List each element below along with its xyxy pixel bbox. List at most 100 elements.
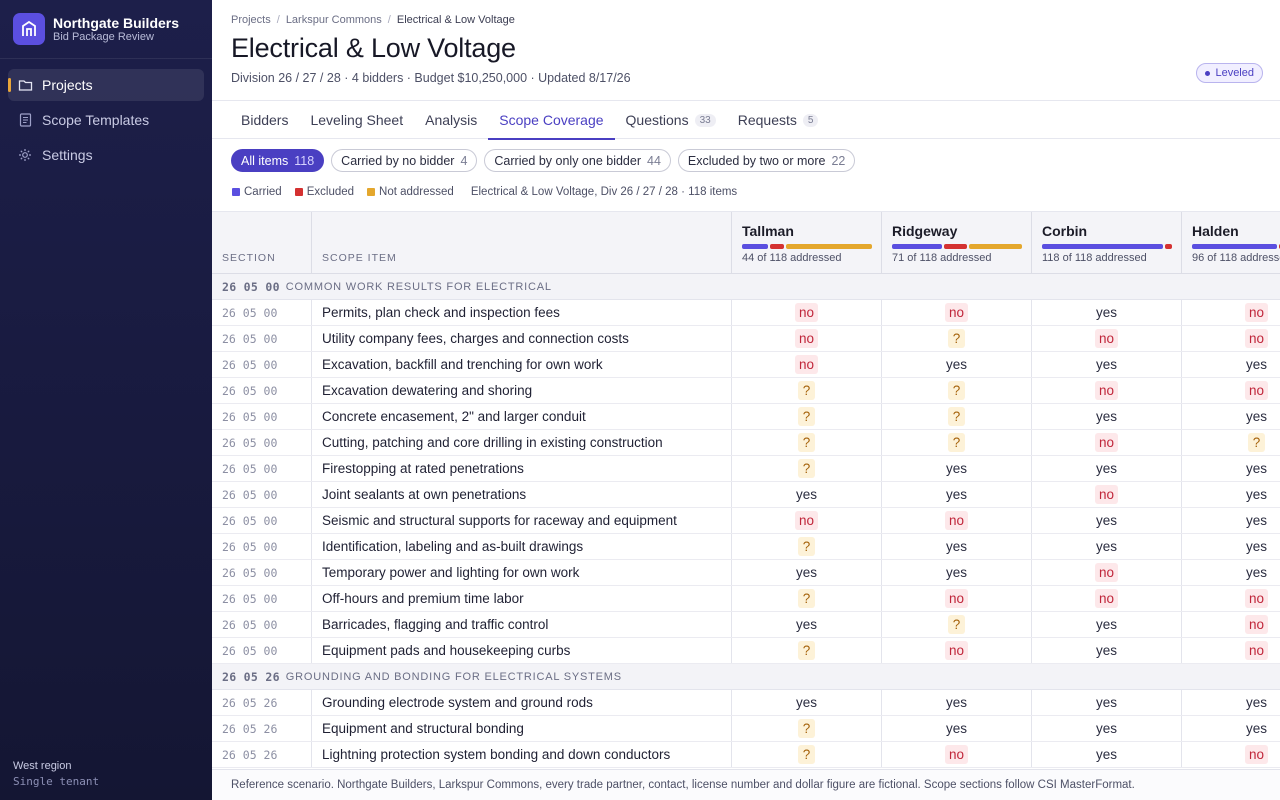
table-row[interactable]: 26 05 00 Barricades, flagging and traffic… — [212, 612, 1280, 638]
coverage-cell[interactable]: ? — [882, 404, 1032, 429]
table-row[interactable]: 26 05 00 Off-hours and premium time labor… — [212, 586, 1280, 612]
breadcrumb-projects[interactable]: Projects — [231, 14, 271, 26]
tab-questions[interactable]: Questions 33 — [615, 101, 727, 139]
coverage-cell[interactable]: yes — [1182, 456, 1280, 481]
tab-scope-coverage[interactable]: Scope Coverage — [488, 101, 615, 140]
coverage-cell[interactable]: ? — [732, 404, 882, 429]
coverage-cell[interactable]: ? — [882, 326, 1032, 351]
coverage-cell[interactable]: no — [1032, 586, 1182, 611]
coverage-cell[interactable]: no — [732, 352, 882, 377]
coverage-cell[interactable]: yes — [882, 456, 1032, 481]
coverage-cell[interactable]: yes — [1182, 690, 1280, 715]
coverage-cell[interactable]: no — [1182, 638, 1280, 663]
coverage-cell[interactable]: yes — [732, 482, 882, 507]
sidebar-item-projects[interactable]: Projects — [8, 69, 204, 101]
table-row[interactable]: 26 05 00 Utility company fees, charges an… — [212, 326, 1280, 352]
table-row[interactable]: 26 05 26 Lightning protection system bond… — [212, 742, 1280, 768]
sidebar-item-scope-templates[interactable]: Scope Templates — [8, 104, 204, 136]
coverage-cell[interactable]: no — [882, 508, 1032, 533]
table-row[interactable]: 26 05 00 Joint sealants at own penetratio… — [212, 482, 1280, 508]
section-header-row[interactable]: 26 05 00 Common Work Results for Electric… — [212, 274, 1280, 300]
coverage-cell[interactable]: yes — [1182, 534, 1280, 559]
table-row[interactable]: 26 05 26 Equipment and structural bonding… — [212, 716, 1280, 742]
coverage-cell[interactable]: yes — [1182, 716, 1280, 741]
table-row[interactable]: 26 05 00 Cutting, patching and core drill… — [212, 430, 1280, 456]
sidebar-item-settings[interactable]: Settings — [8, 139, 204, 171]
bidder-header-halden[interactable]: Halden 96 of 118 addressed — [1182, 212, 1280, 274]
coverage-cell[interactable]: ? — [882, 612, 1032, 637]
coverage-cell[interactable]: yes — [882, 716, 1032, 741]
coverage-cell[interactable]: yes — [1182, 404, 1280, 429]
tab-analysis[interactable]: Analysis — [414, 101, 488, 139]
table-row[interactable]: 26 05 00 Identification, labeling and as-… — [212, 534, 1280, 560]
coverage-cell[interactable]: yes — [1032, 404, 1182, 429]
coverage-cell[interactable]: yes — [882, 560, 1032, 585]
coverage-cell[interactable]: no — [1032, 326, 1182, 351]
coverage-cell[interactable]: no — [1032, 378, 1182, 403]
coverage-cell[interactable]: no — [882, 742, 1032, 767]
bidder-header-tallman[interactable]: Tallman 44 of 118 addressed — [732, 212, 882, 274]
coverage-cell[interactable]: yes — [1032, 612, 1182, 637]
coverage-cell[interactable]: ? — [732, 586, 882, 611]
coverage-cell[interactable]: yes — [1032, 742, 1182, 767]
bidder-header-corbin[interactable]: Corbin 118 of 118 addressed — [1032, 212, 1182, 274]
coverage-cell[interactable]: yes — [1182, 560, 1280, 585]
coverage-cell[interactable]: no — [882, 300, 1032, 325]
coverage-cell[interactable]: no — [1182, 586, 1280, 611]
bidder-header-ridgeway[interactable]: Ridgeway 71 of 118 addressed — [882, 212, 1032, 274]
table-row[interactable]: 26 05 26 Grounding electrode system and g… — [212, 690, 1280, 716]
coverage-cell[interactable]: no — [732, 300, 882, 325]
coverage-cell[interactable]: ? — [882, 378, 1032, 403]
coverage-cell[interactable]: ? — [1182, 430, 1280, 455]
section-header-row[interactable]: 26 05 26 Grounding and Bonding for Electr… — [212, 664, 1280, 690]
coverage-cell[interactable]: no — [732, 508, 882, 533]
coverage-cell[interactable]: yes — [1032, 638, 1182, 663]
coverage-cell[interactable]: ? — [732, 716, 882, 741]
coverage-cell[interactable]: yes — [1182, 508, 1280, 533]
header-scope-item[interactable]: SCOPE ITEM — [312, 212, 732, 274]
coverage-cell[interactable]: ? — [732, 742, 882, 767]
coverage-cell[interactable]: no — [1182, 326, 1280, 351]
table-row[interactable]: 26 05 00 Temporary power and lighting for… — [212, 560, 1280, 586]
coverage-cell[interactable]: ? — [732, 430, 882, 455]
coverage-cell[interactable]: yes — [732, 690, 882, 715]
filter-carried-by-one-bidder[interactable]: Carried by only one bidder 44 — [484, 149, 671, 172]
filter-carried-by-no-bidder[interactable]: Carried by no bidder 4 — [331, 149, 478, 172]
table-row[interactable]: 26 05 00 Permits, plan check and inspecti… — [212, 300, 1280, 326]
coverage-cell[interactable]: no — [882, 638, 1032, 663]
coverage-cell[interactable]: yes — [1032, 456, 1182, 481]
tab-bidders[interactable]: Bidders — [230, 101, 299, 139]
coverage-cell[interactable]: yes — [882, 352, 1032, 377]
coverage-cell[interactable]: yes — [882, 534, 1032, 559]
coverage-cell[interactable]: ? — [882, 430, 1032, 455]
coverage-cell[interactable]: no — [1182, 742, 1280, 767]
table-row[interactable]: 26 05 00 Excavation, backfill and trenchi… — [212, 352, 1280, 378]
table-row[interactable]: 26 05 00 Seismic and structural supports … — [212, 508, 1280, 534]
coverage-cell[interactable]: ? — [732, 534, 882, 559]
coverage-cell[interactable]: no — [882, 586, 1032, 611]
coverage-cell[interactable]: yes — [1032, 690, 1182, 715]
filter-excluded-by-two-or-more[interactable]: Excluded by two or more 22 — [677, 149, 856, 172]
coverage-cell[interactable]: yes — [1182, 352, 1280, 377]
coverage-cell[interactable]: no — [1182, 300, 1280, 325]
coverage-cell[interactable]: ? — [732, 378, 882, 403]
coverage-cell[interactable]: no — [1032, 430, 1182, 455]
coverage-cell[interactable]: no — [1032, 482, 1182, 507]
table-row[interactable]: 26 05 00 Excavation dewatering and shorin… — [212, 378, 1280, 404]
coverage-cell[interactable]: no — [1182, 378, 1280, 403]
coverage-cell[interactable]: no — [1032, 560, 1182, 585]
tab-requests[interactable]: Requests 5 — [727, 101, 830, 139]
coverage-cell[interactable]: yes — [1032, 300, 1182, 325]
header-section[interactable]: SECTION — [212, 212, 312, 274]
coverage-cell[interactable]: no — [1182, 612, 1280, 637]
coverage-cell[interactable]: yes — [882, 482, 1032, 507]
coverage-cell[interactable]: yes — [1032, 534, 1182, 559]
table-row[interactable]: 26 05 00 Concrete encasement, 2" and larg… — [212, 404, 1280, 430]
breadcrumb-project[interactable]: Larkspur Commons — [285, 14, 382, 26]
coverage-cell[interactable]: yes — [1032, 508, 1182, 533]
tab-leveling-sheet[interactable]: Leveling Sheet — [299, 101, 414, 139]
coverage-cell[interactable]: no — [732, 326, 882, 351]
coverage-cell[interactable]: yes — [1032, 716, 1182, 741]
table-row[interactable]: 26 05 00 Equipment pads and housekeeping … — [212, 638, 1280, 664]
coverage-cell[interactable]: yes — [732, 612, 882, 637]
